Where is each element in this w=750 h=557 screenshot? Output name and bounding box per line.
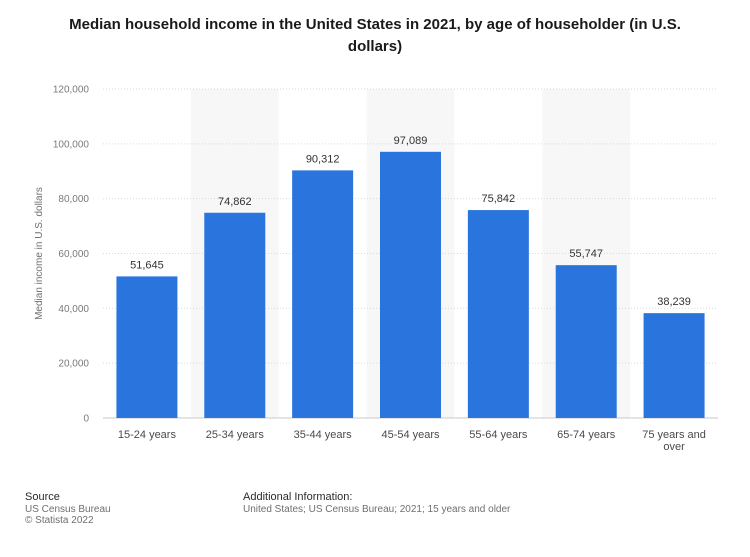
x-tick-label: 55-64 years — [469, 429, 528, 441]
additional-info-heading: Additional Information: — [243, 491, 353, 503]
x-tick-label: over — [663, 441, 685, 453]
bar — [555, 265, 617, 418]
bar — [292, 170, 354, 418]
source-name: US Census Bureau — [25, 504, 111, 515]
bar-value-label: 75,842 — [482, 193, 516, 205]
y-tick-label: 120,000 — [53, 85, 90, 96]
bar-value-label: 51,645 — [130, 259, 164, 271]
source-block: Source US Census Bureau © Statista 2022 — [25, 491, 111, 527]
x-tick-label: 65-74 years — [557, 429, 616, 441]
y-tick-label: 20,000 — [58, 359, 89, 370]
bar-value-label: 74,862 — [218, 196, 252, 208]
y-tick-label: 80,000 — [58, 194, 89, 205]
bar-value-label: 97,089 — [394, 135, 428, 147]
bar-value-label: 90,312 — [306, 153, 340, 165]
y-tick-label: 40,000 — [58, 304, 89, 315]
y-axis-title: Median income in U.S. dollars — [34, 187, 45, 320]
chart-title-line-1: Median household income in the United St… — [69, 16, 681, 33]
source-heading: Source — [25, 491, 60, 503]
bar — [380, 151, 441, 418]
x-tick-label: 25-34 years — [206, 429, 265, 441]
bar-value-label: 38,239 — [657, 296, 691, 308]
bar — [116, 276, 178, 418]
x-tick-label: 35-44 years — [294, 429, 353, 441]
chart-title-line-2: dollars) — [347, 38, 403, 55]
y-tick-label: 60,000 — [58, 249, 89, 260]
chart-title: Median household income in the United St… — [0, 14, 750, 58]
x-tick-label: 15-24 years — [118, 429, 177, 441]
x-tick-label: 75 years and — [642, 429, 706, 441]
additional-info-block: Additional Information: United States; U… — [243, 491, 511, 516]
additional-info-text: United States; US Census Bureau; 2021; 1… — [243, 504, 511, 515]
bar-value-label: 55,747 — [569, 248, 603, 260]
bar — [467, 210, 529, 418]
bar — [643, 313, 705, 418]
y-tick-label: 100,000 — [53, 139, 90, 150]
y-tick-label: 0 — [83, 414, 89, 425]
bar — [204, 212, 266, 418]
copyright: © Statista 2022 — [25, 515, 94, 526]
x-tick-label: 45-54 years — [381, 429, 440, 441]
